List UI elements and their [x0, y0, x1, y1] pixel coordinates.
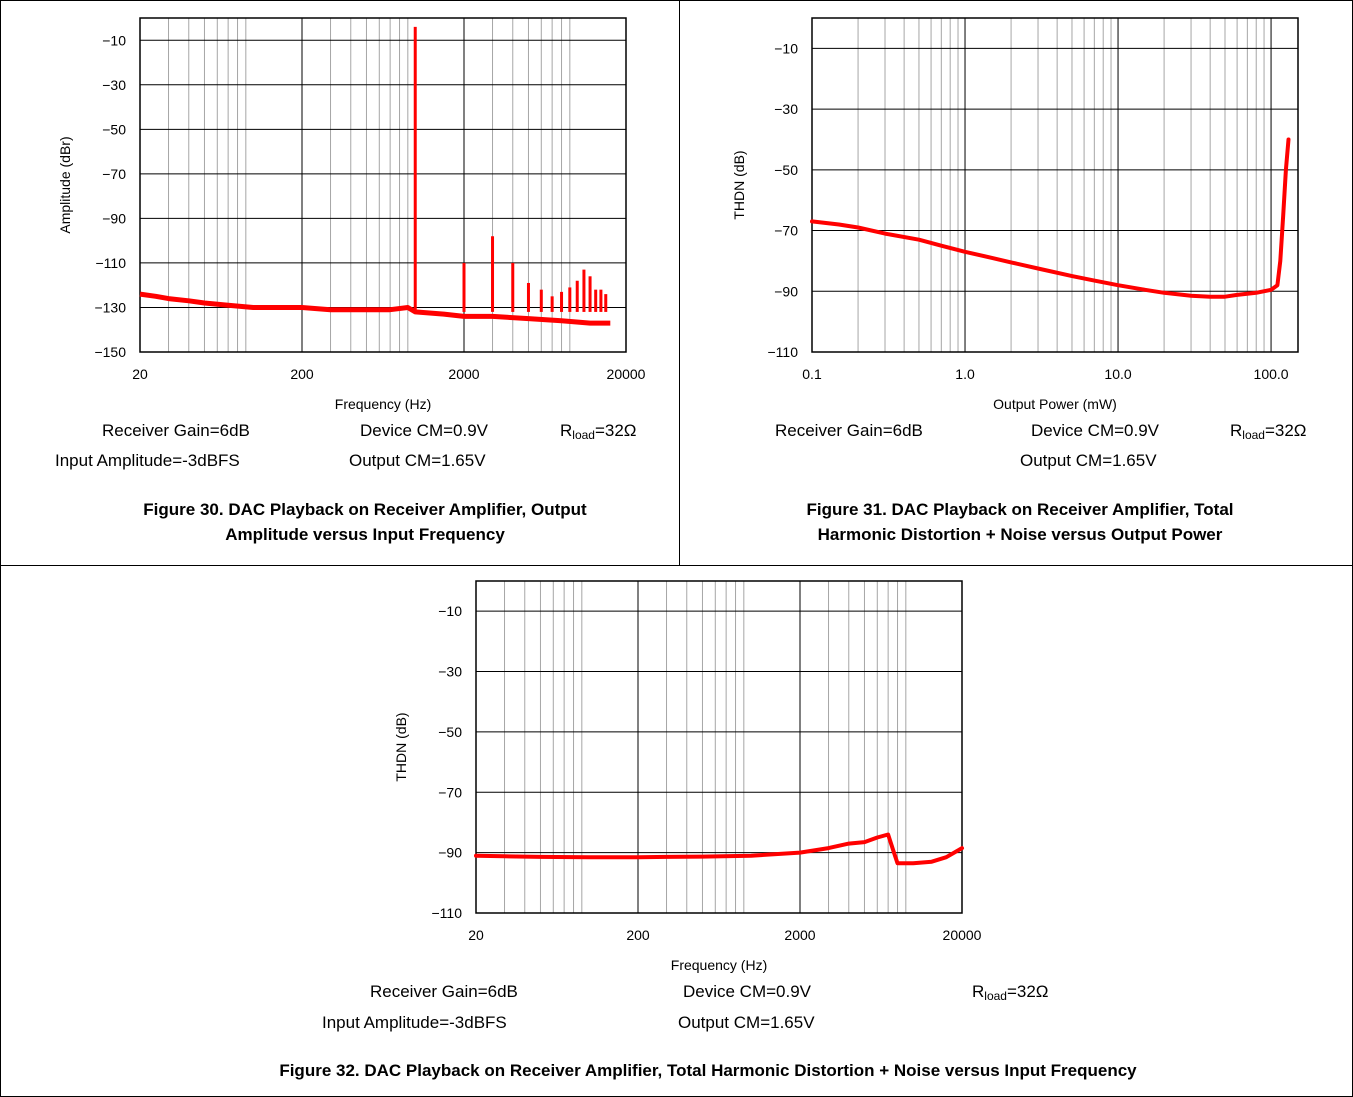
y-tick-label: −110	[768, 344, 799, 360]
fig32-rload-suffix: =32Ω	[1006, 982, 1049, 1001]
x-axis-label: Frequency (Hz)	[671, 957, 767, 973]
fig31-receiver-gain: Receiver Gain=6dB	[775, 421, 923, 440]
plot-frame	[475, 580, 963, 914]
x-tick-label: 2000	[448, 366, 479, 382]
fig30-device-cm: Device CM=0.9V	[360, 421, 489, 440]
x-tick-label: 200	[626, 927, 650, 943]
fig31-rload: Rload=32Ω	[1230, 421, 1307, 442]
figure-32-chart: 20 200 2000 20000 −10 −30 −50 −70 −90 −110 Frequen…	[393, 580, 982, 973]
fig32-receiver-gain: Receiver Gain=6dB	[370, 982, 518, 1001]
noise-floor-line	[139, 291, 611, 326]
y-tick-label: −70	[774, 223, 798, 239]
y-tick-label: −30	[774, 101, 798, 117]
fig32-input-amplitude: Input Amplitude=-3dBFS	[322, 1013, 507, 1032]
fig30-caption: Figure 30. DAC Playback on Receiver Ampl…	[40, 497, 690, 547]
fig30-caption-line1: Figure 30. DAC Playback on Receiver Ampl…	[143, 500, 587, 519]
y-tick-label: −70	[102, 166, 126, 182]
y-tick-label: −10	[774, 40, 798, 56]
fig30-input-amplitude: Input Amplitude=-3dBFS	[55, 451, 240, 470]
figure-31-chart: 0.1 1.0 10.0 100.0 −10 −30 −50 −70 −90 −110 Output…	[731, 17, 1299, 412]
y-tick-label: −150	[94, 344, 126, 360]
y-tick-label: −90	[102, 210, 126, 226]
fig32-rload-sub: load	[984, 989, 1007, 1003]
y-axis-label: THDN (dB)	[731, 150, 747, 219]
x-tick-label: 1.0	[955, 366, 975, 382]
fig31-rload-prefix: R	[1230, 421, 1243, 440]
data-series-line	[474, 832, 964, 866]
fig32-caption-line1: Figure 32. DAC Playback on Receiver Ampl…	[279, 1061, 1137, 1080]
y-tick-label: −30	[102, 77, 126, 93]
figure-30-chart: 20 200 2000 20000 −10 −30 −50 −70 −90 −110 −130 −15…	[57, 17, 646, 412]
fig30-receiver-gain: Receiver Gain=6dB	[102, 421, 250, 440]
y-tick-label: −90	[774, 283, 798, 299]
y-tick-label: −110	[432, 905, 463, 921]
y-tick-label: −110	[96, 255, 127, 271]
fig31-caption-line2: Harmonic Distortion + Noise versus Outpu…	[817, 525, 1223, 544]
y-tick-label: −50	[102, 121, 126, 137]
x-tick-label: 100.0	[1254, 366, 1289, 382]
y-tick-label: −30	[438, 664, 462, 680]
fig31-output-cm: Output CM=1.65V	[1020, 451, 1157, 470]
fig32-rload: Rload=32Ω	[972, 982, 1049, 1003]
fig30-rload: Rload=32Ω	[560, 421, 637, 442]
fig30-rload-prefix: R	[560, 421, 573, 440]
fig31-device-cm: Device CM=0.9V	[1031, 421, 1160, 440]
y-tick-label: −90	[438, 845, 462, 861]
x-tick-label: 20	[132, 366, 148, 382]
y-axis-label: THDN (dB)	[393, 712, 409, 781]
fig31-rload-sub: load	[1242, 428, 1265, 442]
y-tick-label: −50	[438, 724, 462, 740]
fig30-rload-sub: load	[572, 428, 595, 442]
fig30-caption-line2: Amplitude versus Input Frequency	[225, 525, 505, 544]
fig31-caption-line1: Figure 31. DAC Playback on Receiver Ampl…	[806, 500, 1234, 519]
x-tick-label: 10.0	[1104, 366, 1131, 382]
x-tick-label: 20	[468, 927, 484, 943]
y-tick-label: −10	[102, 32, 126, 48]
y-tick-label: −130	[94, 299, 126, 315]
fig32-rload-prefix: R	[972, 982, 985, 1001]
plot-frame	[139, 17, 627, 353]
fig32-device-cm: Device CM=0.9V	[683, 982, 812, 1001]
y-tick-label: −70	[438, 784, 462, 800]
y-tick-label: −50	[774, 162, 798, 178]
x-axis-label: Output Power (mW)	[993, 396, 1117, 412]
fig31-caption: Figure 31. DAC Playback on Receiver Ampl…	[700, 497, 1340, 547]
x-tick-label: 2000	[784, 927, 815, 943]
x-tick-label: 20000	[943, 927, 982, 943]
plot-frame	[811, 17, 1299, 353]
x-tick-label: 20000	[607, 366, 646, 382]
x-tick-label: 0.1	[802, 366, 822, 382]
fig32-output-cm: Output CM=1.65V	[678, 1013, 815, 1032]
fig30-output-cm: Output CM=1.65V	[349, 451, 486, 470]
y-tick-label: −10	[438, 603, 462, 619]
fig31-rload-suffix: =32Ω	[1264, 421, 1307, 440]
fig32-caption: Figure 32. DAC Playback on Receiver Ampl…	[0, 1058, 1353, 1083]
data-series-line	[810, 137, 1291, 299]
x-tick-label: 200	[290, 366, 314, 382]
y-axis-label: Amplitude (dBr)	[57, 136, 73, 233]
x-axis-label: Frequency (Hz)	[335, 396, 431, 412]
fig30-rload-suffix: =32Ω	[594, 421, 637, 440]
